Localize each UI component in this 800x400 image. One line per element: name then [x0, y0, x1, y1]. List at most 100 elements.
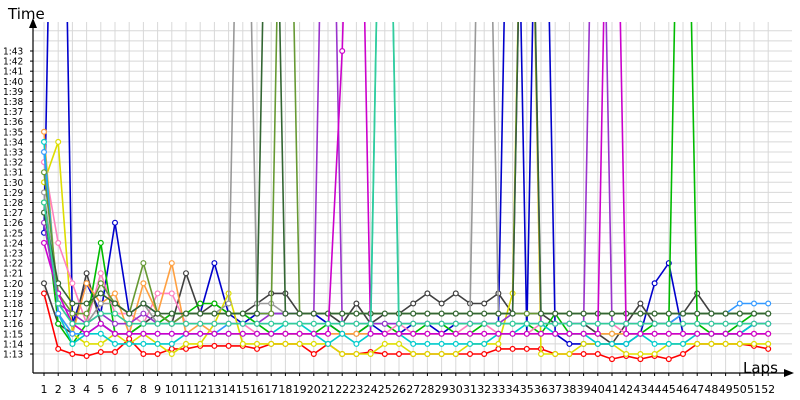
data-point — [325, 320, 332, 327]
series-13 — [40, 22, 772, 317]
x-tick-label: 27 — [406, 383, 420, 396]
x-tick-label: 12 — [193, 383, 207, 396]
data-point — [154, 320, 161, 327]
data-point — [509, 320, 516, 327]
data-point — [97, 270, 104, 277]
series-line — [43, 22, 769, 315]
data-point — [481, 310, 488, 317]
x-tick-label: 42 — [619, 383, 633, 396]
y-tick-label: 1:23 — [3, 249, 23, 260]
data-point — [765, 345, 772, 352]
y-tick-label: 1:43 — [3, 47, 23, 58]
data-point — [211, 310, 218, 317]
data-point — [694, 340, 701, 347]
series-line — [43, 22, 769, 346]
data-point — [509, 330, 516, 337]
data-point — [750, 320, 757, 327]
data-point — [381, 351, 388, 358]
data-point — [325, 340, 332, 347]
x-tick-label: 31 — [463, 383, 477, 396]
series-15 — [40, 22, 772, 327]
data-point — [282, 340, 289, 347]
data-point — [694, 310, 701, 317]
data-point — [424, 320, 431, 327]
data-point — [40, 199, 47, 206]
x-tick-label: 17 — [264, 383, 278, 396]
x-tick-label: 29 — [435, 383, 449, 396]
x-tick-label: 50 — [733, 383, 747, 396]
data-point — [83, 310, 90, 317]
data-point — [140, 280, 147, 287]
data-point — [69, 330, 76, 337]
data-point — [55, 138, 62, 145]
data-point — [111, 349, 118, 356]
data-point — [750, 310, 757, 317]
data-point — [183, 330, 190, 337]
data-point — [111, 219, 118, 226]
series-layer — [40, 22, 772, 363]
data-point — [566, 320, 573, 327]
data-point — [637, 330, 644, 337]
data-point — [183, 270, 190, 277]
data-point — [310, 330, 317, 337]
axes — [29, 18, 794, 377]
data-point — [509, 345, 516, 352]
y-tick-label: 1:30 — [3, 178, 23, 189]
data-point — [254, 320, 261, 327]
data-point — [211, 300, 218, 307]
y-tick-label: 1:40 — [3, 77, 23, 88]
series-line — [43, 22, 769, 335]
data-point — [126, 335, 133, 342]
data-point — [183, 345, 190, 352]
data-point — [55, 320, 62, 327]
y-tick-label: 1:33 — [3, 148, 23, 159]
data-point — [623, 330, 630, 337]
data-point — [310, 320, 317, 327]
data-point — [239, 330, 246, 337]
data-point — [282, 320, 289, 327]
data-point — [381, 340, 388, 347]
data-point — [651, 280, 658, 287]
data-point — [83, 320, 90, 327]
x-tick-label: 37 — [548, 383, 562, 396]
data-point — [339, 320, 346, 327]
x-tick-label: 16 — [250, 383, 264, 396]
data-point — [40, 280, 47, 287]
data-point — [40, 149, 47, 156]
data-point — [452, 340, 459, 347]
data-point — [367, 351, 374, 358]
data-point — [140, 300, 147, 307]
data-point — [452, 320, 459, 327]
data-point — [537, 310, 544, 317]
data-point — [55, 300, 62, 307]
data-point — [410, 330, 417, 337]
data-point — [225, 310, 232, 317]
x-tick-label: 13 — [207, 383, 221, 396]
data-point — [111, 290, 118, 297]
data-point — [381, 320, 388, 327]
data-point — [225, 342, 232, 349]
data-point — [651, 320, 658, 327]
data-point — [69, 280, 76, 287]
data-point — [594, 330, 601, 337]
data-point — [481, 320, 488, 327]
x-tick-label: 11 — [179, 383, 193, 396]
y-tick-label: 1:13 — [3, 350, 23, 361]
x-tick-label: 3 — [69, 383, 76, 396]
data-point — [665, 310, 672, 317]
y-tick-label: 1:32 — [3, 158, 23, 169]
x-tick-label: 30 — [449, 383, 463, 396]
x-axis-arrow — [784, 369, 794, 377]
data-point — [580, 310, 587, 317]
data-point — [140, 320, 147, 327]
data-point — [83, 270, 90, 277]
data-point — [765, 310, 772, 317]
data-point — [495, 340, 502, 347]
data-point — [83, 340, 90, 347]
data-point — [623, 320, 630, 327]
x-tick-label: 19 — [293, 383, 307, 396]
series-4 — [40, 22, 772, 347]
x-tick-label: 18 — [278, 383, 292, 396]
series-14 — [40, 22, 772, 337]
data-point — [40, 239, 47, 246]
